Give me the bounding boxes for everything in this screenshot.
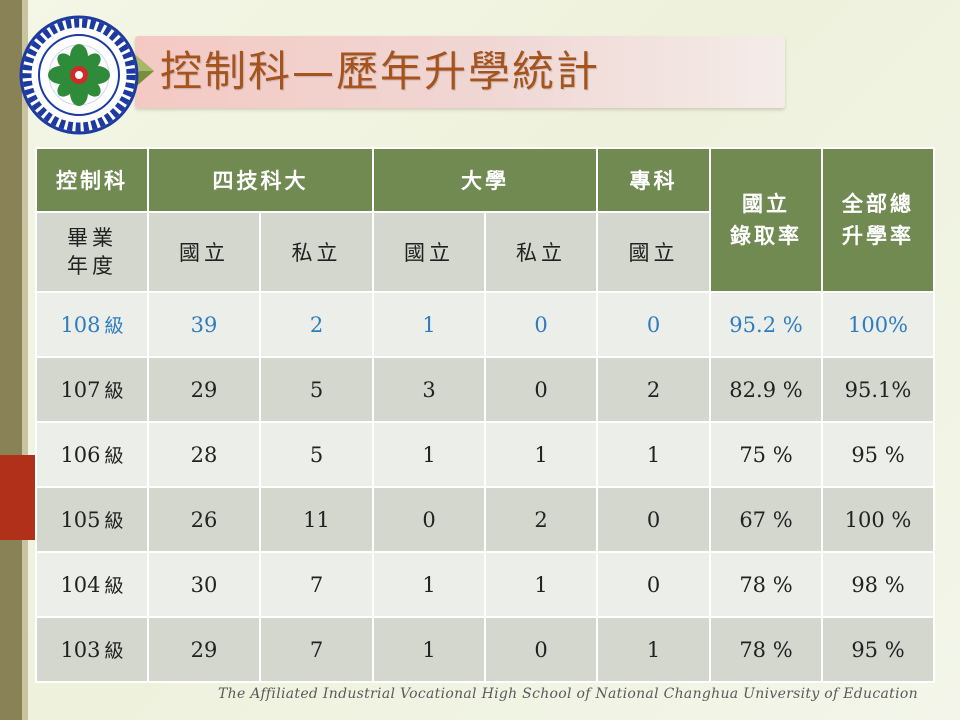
cell-overall-rate: 95.1% (821, 356, 935, 423)
cell-tech-public: 26 (147, 486, 261, 553)
red-accent-block (0, 455, 36, 540)
cell-tech-private: 7 (259, 551, 374, 618)
cell-jc-public: 2 (596, 356, 711, 423)
cell-overall-rate: 95 % (821, 421, 935, 488)
cell-overall-rate: 98 % (821, 551, 935, 618)
cell-public-rate: 67 % (709, 486, 823, 553)
cell-univ-private: 2 (484, 486, 598, 553)
footer-school-name: The Affiliated Industrial Vocational Hig… (218, 686, 918, 702)
left-decor-stripe (22, 0, 28, 720)
cell-public-rate: 78 % (709, 616, 823, 683)
cell-public-rate: 82.9 % (709, 356, 823, 423)
header-junior-college: 專科 (596, 147, 711, 213)
cell-jc-public: 1 (596, 616, 711, 683)
cell-univ-private: 0 (484, 356, 598, 423)
header-university: 大學 (372, 147, 598, 213)
cell-univ-public: 1 (372, 551, 486, 618)
table-row: 107 級 29 5 3 0 2 82.9 % 95.1% (35, 356, 935, 423)
header-overall-rate: 全部總 升學率 (821, 147, 935, 293)
cell-public-rate: 75 % (709, 421, 823, 488)
cell-tech-public: 28 (147, 421, 261, 488)
cell-tech-public: 29 (147, 616, 261, 683)
cell-univ-public: 3 (372, 356, 486, 423)
cell-tech-public: 39 (147, 291, 261, 358)
cell-jc-public: 1 (596, 421, 711, 488)
cell-univ-private: 1 (484, 551, 598, 618)
cell-univ-private: 0 (484, 616, 598, 683)
cell-overall-rate: 100 % (821, 486, 935, 553)
cell-public-rate: 78 % (709, 551, 823, 618)
cell-tech-public: 29 (147, 356, 261, 423)
cell-univ-private: 0 (484, 291, 598, 358)
cell-tech-private: 11 (259, 486, 374, 553)
cell-year: 107 級 (35, 356, 149, 423)
subheader-univ-public: 國立 (372, 211, 486, 293)
cell-year: 104 級 (35, 551, 149, 618)
cell-tech-private: 5 (259, 356, 374, 423)
cell-jc-public: 0 (596, 551, 711, 618)
cell-overall-rate: 100% (821, 291, 935, 358)
subheader-jc-public: 國立 (596, 211, 711, 293)
cell-univ-public: 1 (372, 421, 486, 488)
subheader-tech-private: 私立 (259, 211, 374, 293)
cell-year: 103 級 (35, 616, 149, 683)
cell-public-rate: 95.2 % (709, 291, 823, 358)
cell-year: 108 級 (35, 291, 149, 358)
table-row: 106 級 28 5 1 1 1 75 % 95 % (35, 421, 935, 488)
left-decor-band (0, 0, 22, 720)
admission-stats-table: 控制科 四技科大 大學 專科 國立 錄取率 全部總 升學率 畢業 年度 國立 私… (35, 147, 935, 683)
subheader-univ-private: 私立 (484, 211, 598, 293)
table-row: 108 級 39 2 1 0 0 95.2 % 100% (35, 291, 935, 358)
page-title: 控制科—歷年升學統計 (160, 47, 601, 96)
table-row: 105 級 26 11 0 2 0 67 % 100 % (35, 486, 935, 553)
cell-year: 105 級 (35, 486, 149, 553)
cell-tech-public: 30 (147, 551, 261, 618)
cell-tech-private: 5 (259, 421, 374, 488)
cell-year: 106 級 (35, 421, 149, 488)
cell-univ-private: 1 (484, 421, 598, 488)
header-tech-univ: 四技科大 (147, 147, 374, 213)
table-row: 104 級 30 7 1 1 0 78 % 98 % (35, 551, 935, 618)
subheader-grad-year: 畢業 年度 (35, 211, 149, 293)
subheader-tech-public: 國立 (147, 211, 261, 293)
cell-tech-private: 2 (259, 291, 374, 358)
cell-univ-public: 1 (372, 291, 486, 358)
cell-univ-public: 0 (372, 486, 486, 553)
table-row: 103 級 29 7 1 0 1 78 % 95 % (35, 616, 935, 683)
cell-univ-public: 1 (372, 616, 486, 683)
school-seal-icon (19, 15, 139, 135)
header-public-rate: 國立 錄取率 (709, 147, 823, 293)
cell-overall-rate: 95 % (821, 616, 935, 683)
title-banner (135, 36, 785, 108)
cell-tech-private: 7 (259, 616, 374, 683)
cell-jc-public: 0 (596, 486, 711, 553)
header-dept: 控制科 (35, 147, 149, 213)
cell-jc-public: 0 (596, 291, 711, 358)
